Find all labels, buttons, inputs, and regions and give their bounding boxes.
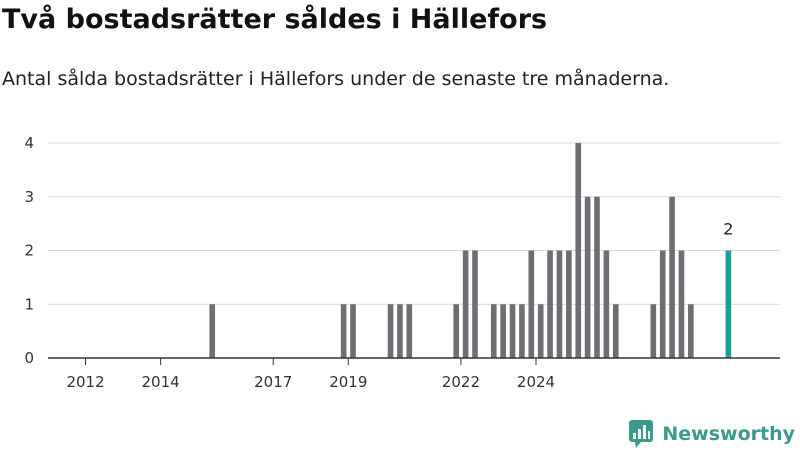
- highlighted-bar: [725, 250, 732, 358]
- bar: [537, 304, 544, 358]
- chart-title: Två bostadsrätter såldes i Hällefors: [2, 4, 548, 35]
- y-tick-label: 3: [24, 188, 34, 206]
- bar: [472, 250, 478, 358]
- y-tick-label: 2: [24, 242, 34, 260]
- bar: [500, 304, 506, 358]
- bar: [659, 250, 666, 358]
- bar: [547, 250, 553, 358]
- bar: [584, 196, 591, 358]
- bar: [387, 304, 394, 358]
- x-tick-label: 2012: [66, 373, 104, 391]
- brand-name: Newsworthy: [662, 423, 795, 445]
- bar: [612, 304, 619, 358]
- y-tick-label: 1: [24, 295, 34, 313]
- chart-subtitle: Antal sålda bostadsrätter i Hällefors un…: [2, 68, 670, 90]
- bar: [669, 196, 675, 358]
- x-tick-label: 2017: [254, 373, 292, 391]
- bar: [594, 196, 600, 358]
- bar: [350, 304, 356, 358]
- bar: [490, 304, 497, 358]
- x-tick-label: 2019: [329, 373, 367, 391]
- bar: [556, 250, 563, 358]
- bar: [566, 250, 572, 358]
- bar: [397, 304, 403, 358]
- bar: [603, 250, 610, 358]
- bar: [462, 250, 469, 358]
- bar: [209, 304, 216, 358]
- bar: [519, 304, 525, 358]
- bar: [678, 250, 685, 358]
- newsworthy-logo-icon: [629, 420, 654, 448]
- bar: [453, 304, 460, 358]
- bar: [528, 250, 535, 358]
- bar: [688, 304, 694, 358]
- bar: [509, 304, 516, 358]
- bar-value-label: 2: [723, 220, 733, 239]
- bar: [575, 143, 582, 358]
- y-tick-label: 0: [24, 349, 34, 367]
- x-tick-label: 2024: [517, 373, 555, 391]
- bar: [650, 304, 657, 358]
- brand: Newsworthy: [628, 418, 795, 450]
- bar: [340, 304, 347, 358]
- x-tick-label: 2022: [442, 373, 480, 391]
- y-tick-label: 4: [24, 134, 34, 152]
- bar: [406, 304, 413, 358]
- x-tick-label: 2014: [142, 373, 180, 391]
- bar-chart: 0 1 2 3 4 2 2012 2014 2017 2019 2022 2024: [24, 134, 780, 391]
